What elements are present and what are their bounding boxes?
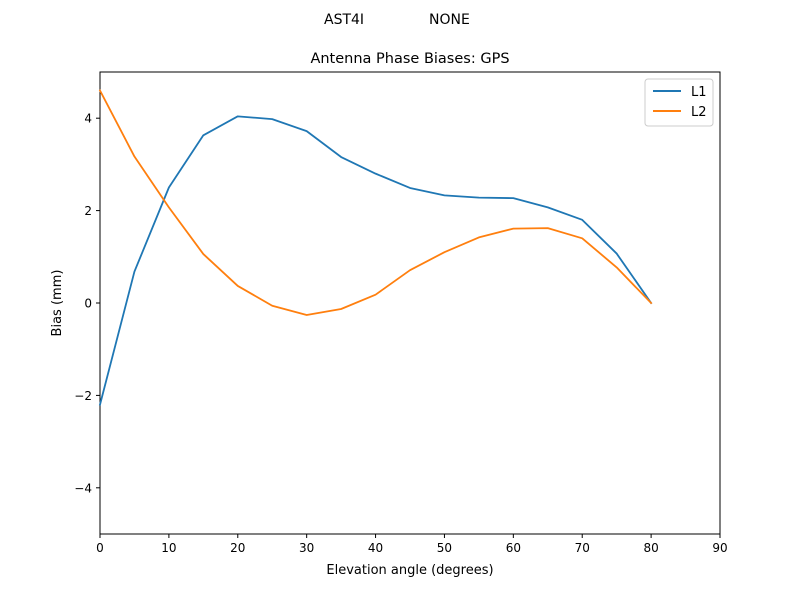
plot-frame: [99, 71, 721, 535]
x-tick-label: 70: [575, 541, 590, 555]
plot-area: 0 10 20 30 40 50 60 70 80 90 −4 −2 0 2 4: [74, 71, 728, 555]
series-lines: [98, 89, 653, 406]
y-tick-label: 2: [84, 204, 92, 218]
y-tick-label: 4: [84, 112, 92, 126]
x-tick-label: 90: [712, 541, 727, 555]
y-tick-label: −4: [74, 481, 92, 495]
y-tick-label: 0: [84, 297, 92, 311]
y-tick-label: −2: [74, 389, 92, 403]
suptitle-right: NONE: [429, 12, 470, 28]
series-line-l1: [98, 115, 653, 406]
y-axis-label: Bias (mm): [50, 270, 65, 337]
y-axis: −4 −2 0 2 4: [74, 112, 100, 495]
suptitle-left: AST4I: [324, 12, 364, 28]
legend-label-l1: L1: [691, 85, 707, 100]
x-tick-label: 30: [299, 541, 314, 555]
x-tick-label: 50: [437, 541, 452, 555]
x-tick-label: 40: [368, 541, 383, 555]
x-tick-label: 20: [230, 541, 245, 555]
x-tick-label: 10: [161, 541, 176, 555]
x-tick-label: 0: [96, 541, 104, 555]
x-axis-label: Elevation angle (degrees): [326, 563, 493, 578]
x-axis: 0 10 20 30 40 50 60 70 80 90: [96, 534, 728, 555]
legend-label-l2: L2: [691, 105, 707, 120]
chart-title: Antenna Phase Biases: GPS: [310, 51, 509, 67]
x-tick-label: 80: [643, 541, 658, 555]
series-line-l2: [98, 89, 653, 316]
x-tick-label: 60: [506, 541, 521, 555]
legend: L1 L2: [644, 78, 714, 127]
